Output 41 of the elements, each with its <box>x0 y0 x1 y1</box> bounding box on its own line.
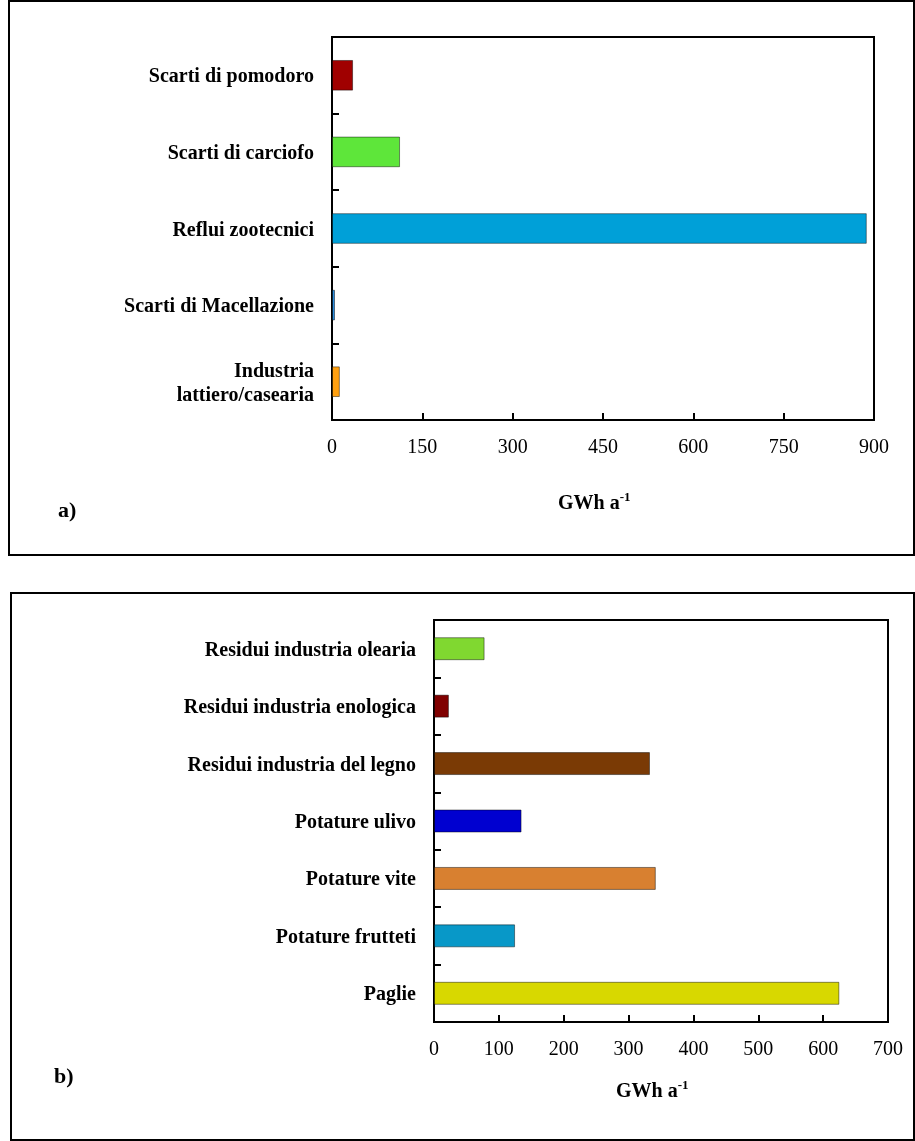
y-tick-label: Scarti di Macellazione <box>124 294 315 317</box>
y-tick-label: Reflui zootecnici <box>172 217 315 240</box>
bar <box>332 213 867 244</box>
x-tick-label: 100 <box>483 1037 514 1059</box>
x-tick-label: 150 <box>407 435 438 457</box>
x-tick-label: 750 <box>768 435 799 457</box>
x-tick-label: 600 <box>808 1037 839 1059</box>
bar <box>434 752 650 776</box>
bar <box>332 136 401 168</box>
x-tick-label: 200 <box>548 1037 579 1059</box>
x-tick-label: 500 <box>743 1037 774 1059</box>
y-tick-label: Potature ulivo <box>294 810 416 832</box>
bar <box>434 694 449 718</box>
y-tick-label: Potature frutteti <box>275 924 417 947</box>
x-tick-label: 700 <box>873 1037 903 1059</box>
x-tick-label: 400 <box>678 1037 709 1059</box>
bar <box>434 866 656 890</box>
bar <box>434 924 516 948</box>
bar <box>332 366 340 398</box>
x-tick-label: 600 <box>678 435 709 457</box>
y-tick-label: Industria lattiero/casearia <box>176 358 314 405</box>
y-tick-label: Scarti di pomodoro <box>148 64 314 88</box>
x-tick-label: 0 <box>327 435 337 457</box>
y-tick-label: Scarti di carciofo <box>167 140 314 163</box>
y-tick-label: Paglie <box>363 982 417 1006</box>
text: b) <box>54 1062 74 1088</box>
y-tick-label: Residui industria del legno <box>187 752 416 776</box>
x-tick-label: 300 <box>497 435 528 457</box>
bar <box>434 809 522 833</box>
bar <box>332 289 336 321</box>
x-tick-label: 300 <box>613 1037 644 1059</box>
bar <box>332 59 354 91</box>
x-tick-label: 0 <box>429 1037 439 1059</box>
y-tick-label: Residui industria olearia <box>204 637 416 660</box>
x-tick-label: 450 <box>588 435 618 457</box>
bar <box>434 981 840 1005</box>
y-tick-label: Potature vite <box>305 867 417 890</box>
x-tick-label: 900 <box>859 435 889 457</box>
text: a) <box>58 496 77 522</box>
y-tick-label: Residui industria enologica <box>183 695 416 719</box>
bar <box>434 637 485 661</box>
